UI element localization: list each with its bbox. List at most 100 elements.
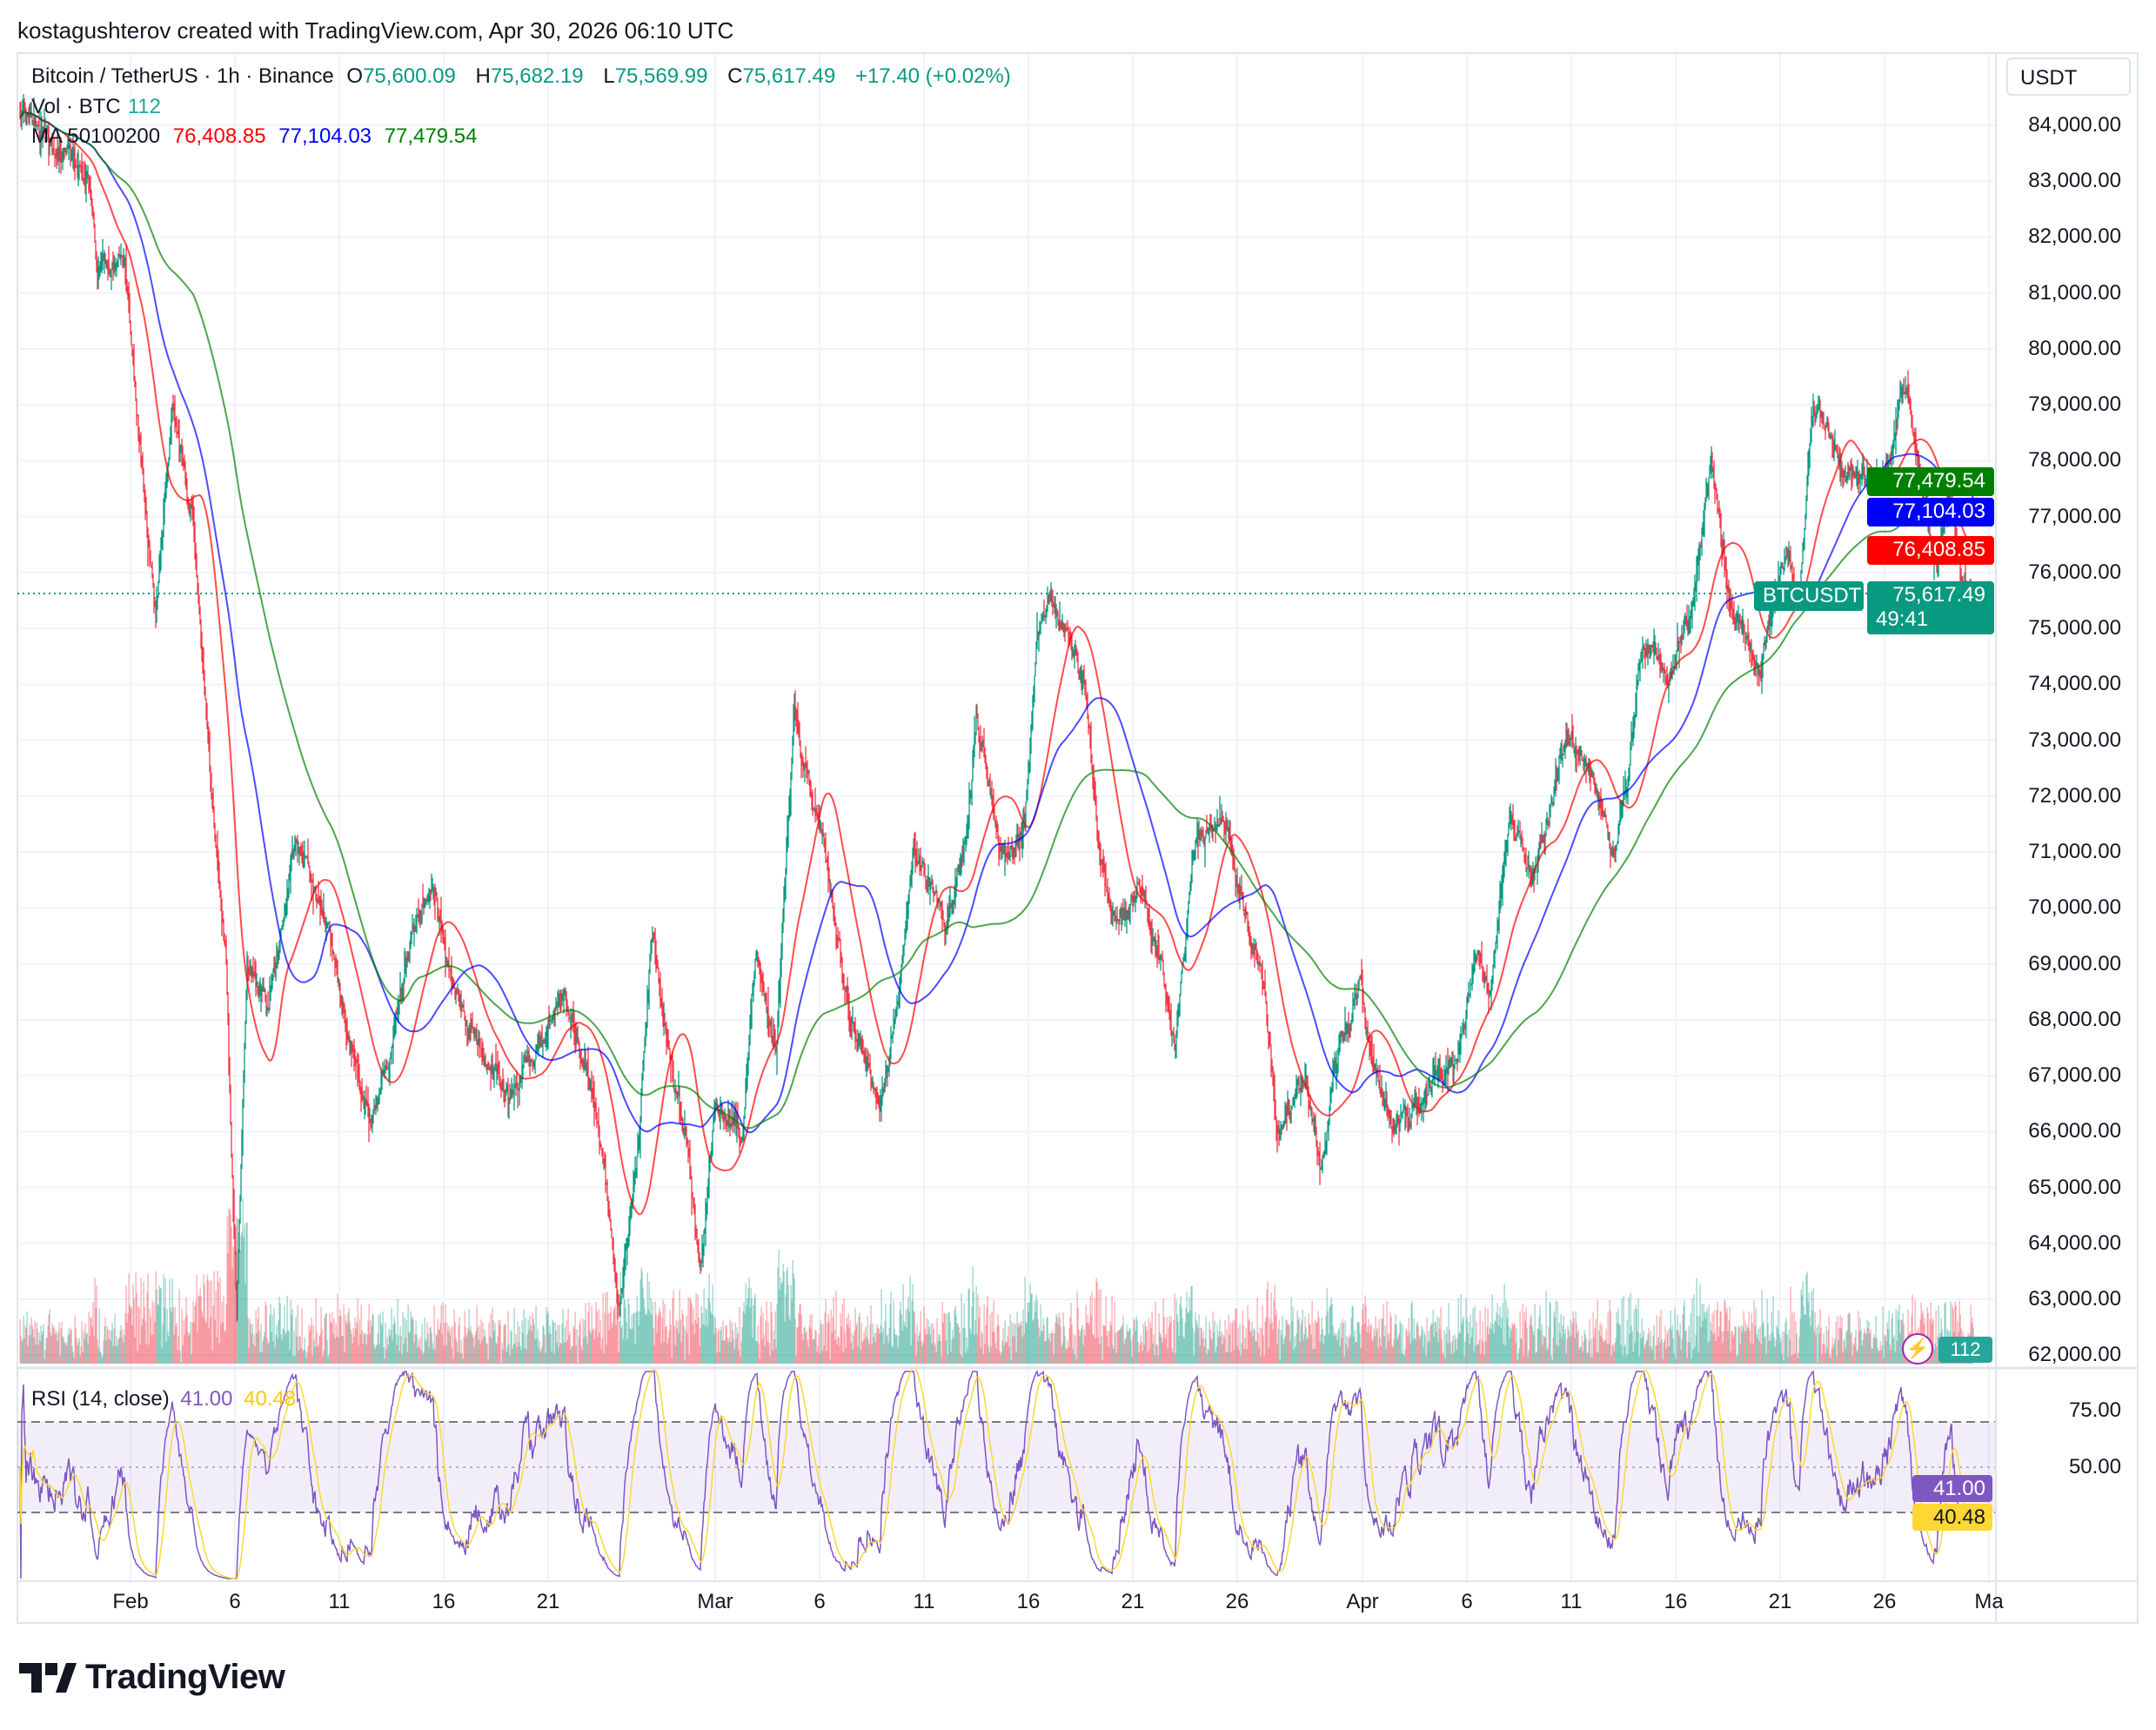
volume-bar (1511, 1323, 1513, 1364)
volume-bar (453, 1309, 455, 1364)
volume-bar (1115, 1352, 1117, 1364)
volume-bar (589, 1331, 591, 1364)
volume-bar (1577, 1332, 1578, 1364)
volume-bar (1312, 1349, 1314, 1364)
bar-countdown: 49:41 (1876, 607, 1929, 631)
volume-bar (654, 1301, 656, 1364)
volume-bar (1456, 1337, 1458, 1364)
volume-bar (462, 1358, 464, 1364)
volume-bar (1889, 1344, 1891, 1364)
volume-bar (710, 1311, 712, 1364)
volume-bar (380, 1323, 382, 1364)
volume-bar (1148, 1318, 1149, 1364)
volume-bar (414, 1334, 416, 1364)
volume-bar (153, 1302, 155, 1364)
volume-bar (356, 1322, 358, 1364)
volume-bar (302, 1351, 304, 1364)
volume-bar (149, 1307, 151, 1364)
volume-bar (784, 1321, 786, 1364)
volume-bar (706, 1309, 707, 1364)
volume-bar (1581, 1335, 1583, 1364)
volume-bar (1625, 1355, 1627, 1364)
volume-bar (1563, 1333, 1565, 1364)
volume-bar (1302, 1339, 1304, 1364)
volume-bar (1767, 1323, 1769, 1364)
volume-bar (307, 1346, 309, 1364)
volume-bar (868, 1344, 870, 1364)
volume-bar (1617, 1323, 1618, 1364)
volume-bar (171, 1311, 172, 1364)
volume-bar (1691, 1298, 1693, 1364)
volume-bar (1186, 1291, 1188, 1364)
ma100-price-tag: 77,104.03 (1867, 498, 1994, 526)
volume-bar (393, 1316, 395, 1364)
volume-bar (1652, 1335, 1654, 1364)
volume-bar (889, 1304, 891, 1364)
volume-bar (1276, 1310, 1277, 1364)
volume-bar (1180, 1296, 1182, 1364)
volume-bar (972, 1266, 974, 1364)
volume-bar (907, 1297, 909, 1364)
volume-bar (142, 1318, 144, 1364)
volume-bar (1637, 1298, 1639, 1364)
volume-bar (26, 1311, 28, 1364)
volume-bar (1896, 1340, 1898, 1364)
volume-bar (145, 1343, 147, 1364)
volume-bar (461, 1353, 463, 1364)
volume-bar (1713, 1310, 1715, 1364)
volume-bar (1202, 1331, 1204, 1364)
volume-bar (1101, 1359, 1103, 1364)
volume-bar (1324, 1336, 1326, 1364)
volume-bar (1250, 1331, 1252, 1364)
volume-bar (222, 1322, 224, 1364)
legend-volume-row[interactable]: Vol · BTC 112 (31, 95, 161, 118)
volume-bar (1350, 1318, 1352, 1364)
volume-bar (950, 1351, 952, 1364)
volume-bar (627, 1298, 629, 1364)
volume-bar (1093, 1336, 1095, 1364)
volume-bar (1031, 1293, 1033, 1364)
volume-bar (1307, 1337, 1309, 1364)
volume-bar (620, 1327, 622, 1364)
date-tick: 16 (1664, 1590, 1688, 1613)
volume-bar (1637, 1331, 1638, 1364)
volume-bar (903, 1321, 905, 1364)
volume-bar (1323, 1334, 1325, 1364)
volume-bar (1116, 1331, 1118, 1364)
volume-bar (597, 1337, 599, 1364)
volume-bar (211, 1351, 213, 1364)
volume-bar (398, 1335, 399, 1364)
currency-button[interactable]: USDT (2006, 57, 2131, 96)
rsi-legend[interactable]: RSI (14, close) 41.00 40.48 (31, 1387, 297, 1411)
volume-bar (39, 1341, 41, 1364)
volume-bar (434, 1349, 436, 1364)
volume-bar (256, 1333, 258, 1364)
volume-bar (1096, 1282, 1098, 1364)
volume-bar (693, 1333, 695, 1364)
legend-symbol[interactable]: Bitcoin / TetherUS · 1h · Binance (31, 64, 334, 88)
volume-bar (293, 1331, 295, 1364)
lightning-icon[interactable]: ⚡ (1902, 1333, 1933, 1365)
volume-bar (861, 1342, 863, 1364)
volume-bar (70, 1327, 71, 1364)
volume-bar (1869, 1333, 1871, 1364)
volume-bar (245, 1223, 247, 1364)
legend-ma-row[interactable]: MA 50100200 76,408.85 77,104.03 77,479.5… (31, 124, 478, 148)
volume-bar (403, 1344, 405, 1364)
volume-bar (1024, 1277, 1026, 1364)
volume-bar (1036, 1299, 1038, 1364)
volume-bar (146, 1292, 148, 1364)
volume-bar (1131, 1356, 1133, 1364)
volume-bar (492, 1320, 494, 1364)
price-tick: 64,000.00 (2028, 1230, 2121, 1255)
volume-bar (1932, 1318, 1933, 1364)
volume-bar (908, 1311, 910, 1364)
volume-bar (1204, 1338, 1206, 1364)
volume-bar (1406, 1331, 1408, 1364)
volume-bar (737, 1332, 739, 1364)
volume-bar (1587, 1351, 1589, 1364)
volume-bar (1079, 1336, 1081, 1364)
volume-bar (413, 1343, 415, 1364)
tradingview-logo[interactable]: TradingView (19, 1658, 285, 1697)
